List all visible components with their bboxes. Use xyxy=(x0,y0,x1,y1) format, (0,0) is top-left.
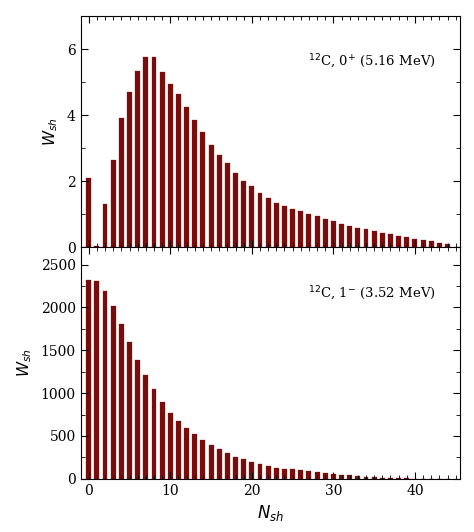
Bar xyxy=(192,120,197,247)
Bar xyxy=(119,323,124,479)
Bar xyxy=(176,94,181,247)
Bar xyxy=(168,413,173,479)
Bar xyxy=(323,473,328,479)
Bar xyxy=(152,57,156,247)
Bar xyxy=(127,92,132,247)
Bar xyxy=(143,375,148,479)
Bar xyxy=(135,71,140,247)
Bar xyxy=(307,214,311,247)
Bar xyxy=(347,226,352,247)
Bar xyxy=(257,193,263,247)
Bar xyxy=(102,291,108,479)
Bar xyxy=(152,389,156,479)
Bar xyxy=(127,342,132,479)
Text: $^{12}$C, 1$^{-}$ (3.52 MeV): $^{12}$C, 1$^{-}$ (3.52 MeV) xyxy=(308,285,436,303)
Bar xyxy=(298,470,303,479)
Bar xyxy=(225,163,230,247)
Bar xyxy=(331,221,336,247)
Bar xyxy=(290,210,295,247)
Bar xyxy=(176,420,181,479)
Bar xyxy=(323,219,328,247)
Bar xyxy=(86,178,91,247)
Bar xyxy=(86,280,91,479)
Bar xyxy=(257,464,263,479)
Bar xyxy=(217,155,222,247)
Bar xyxy=(274,468,279,479)
Bar xyxy=(339,225,344,247)
Bar xyxy=(160,402,164,479)
Bar xyxy=(192,434,197,479)
Bar xyxy=(315,216,319,247)
Text: $^{12}$C, 0$^{+}$ (5.16 MeV): $^{12}$C, 0$^{+}$ (5.16 MeV) xyxy=(308,53,436,71)
Bar xyxy=(184,107,189,247)
Bar xyxy=(315,472,319,479)
Bar xyxy=(168,84,173,247)
Bar xyxy=(364,477,368,479)
Bar xyxy=(372,477,377,479)
X-axis label: $N_{sh}$: $N_{sh}$ xyxy=(256,503,284,523)
Bar xyxy=(233,173,238,247)
Bar xyxy=(241,459,246,479)
Bar xyxy=(356,476,360,479)
Bar xyxy=(445,244,450,247)
Bar xyxy=(437,243,442,247)
Bar xyxy=(380,478,385,479)
Bar xyxy=(94,281,100,479)
Bar xyxy=(111,160,116,247)
Bar xyxy=(396,236,401,247)
Bar xyxy=(160,72,164,247)
Bar xyxy=(396,478,401,479)
Bar xyxy=(307,471,311,479)
Bar xyxy=(429,242,434,247)
Bar xyxy=(249,462,254,479)
Bar xyxy=(388,234,393,247)
Bar xyxy=(372,231,377,247)
Bar xyxy=(266,198,271,247)
Bar xyxy=(201,132,205,247)
Bar xyxy=(241,181,246,247)
Bar xyxy=(233,456,238,479)
Bar xyxy=(102,204,108,247)
Bar xyxy=(225,453,230,479)
Bar xyxy=(331,473,336,479)
Bar xyxy=(282,469,287,479)
Bar xyxy=(184,428,189,479)
Bar xyxy=(209,445,213,479)
Bar xyxy=(135,360,140,479)
Bar xyxy=(274,203,279,247)
Bar xyxy=(201,440,205,479)
Y-axis label: $W_{sh}$: $W_{sh}$ xyxy=(41,118,60,146)
Bar xyxy=(266,466,271,479)
Bar xyxy=(282,206,287,247)
Bar xyxy=(94,246,100,247)
Bar xyxy=(217,449,222,479)
Bar xyxy=(143,57,148,247)
Bar xyxy=(412,239,418,247)
Bar xyxy=(209,145,213,247)
Bar xyxy=(380,232,385,247)
Bar xyxy=(339,475,344,479)
Bar xyxy=(404,237,409,247)
Bar xyxy=(249,186,254,247)
Y-axis label: $W_{sh}$: $W_{sh}$ xyxy=(15,349,34,377)
Bar xyxy=(364,229,368,247)
Bar xyxy=(347,476,352,479)
Bar xyxy=(111,306,116,479)
Bar xyxy=(356,228,360,247)
Bar xyxy=(388,478,393,479)
Bar xyxy=(119,119,124,247)
Bar xyxy=(298,211,303,247)
Bar xyxy=(290,469,295,479)
Bar xyxy=(420,240,426,247)
